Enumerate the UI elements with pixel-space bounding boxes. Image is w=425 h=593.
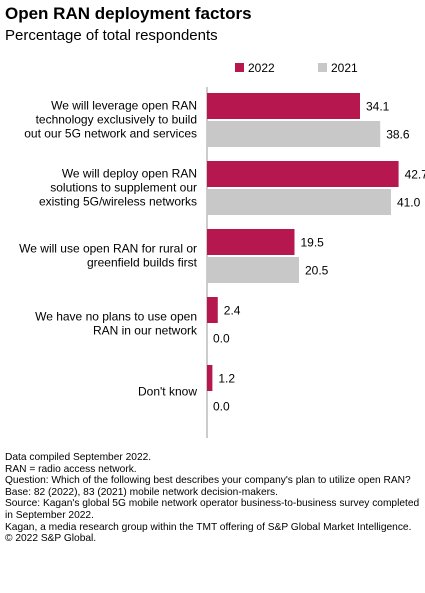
note-source: Source: Kagan's global 5G mobile network… [5,498,420,521]
note-ran-definition: RAN = radio access network. [5,463,137,475]
category-label-line: RAN in our network [93,324,198,338]
value-label-2022-1: 42.7 [405,168,425,182]
value-label-2021-3: 0.0 [213,332,230,346]
category-label-line: greenfield builds first [87,256,198,270]
note-copyright: © 2022 S&P Global. [5,533,97,545]
bar-2022-4 [207,365,213,391]
value-label-2021-4: 0.0 [213,400,230,414]
value-label-2021-0: 38.6 [386,128,410,142]
legend-label-2022: 2022 [248,61,275,75]
category-label-line: out our 5G network and services [24,127,197,141]
note-question: Question: Which of the following best de… [5,475,411,487]
note-kagan: Kagan, a media research group within the… [5,521,412,533]
value-label-2022-4: 1.2 [218,372,235,386]
value-label-2021-1: 41.0 [397,196,421,210]
bar-2021-1 [207,189,391,215]
legend-swatch-2022 [235,63,244,72]
chart-notes: Data compiled September 2022. RAN = radi… [5,452,420,545]
legend-swatch-2021 [318,63,327,72]
category-label-line: We will leverage open RAN [51,99,197,113]
note-compiled: Data compiled September 2022. [5,452,152,463]
note-base: Base: 82 (2022), 83 (2021) mobile networ… [5,486,278,498]
category-label-line: We will deploy open RAN [62,167,197,181]
category-label-line: Don't know [138,385,197,399]
legend-label-2021: 2021 [331,61,358,75]
category-label-3: We have no plans to use open RAN in our n… [35,310,198,338]
chart-title: Open RAN deployment factors [5,4,252,23]
category-label-line: existing 5G/wireless networks [39,195,197,209]
value-label-2021-2: 20.5 [305,264,329,278]
category-label-line: technology exclusively to build [36,113,197,127]
category-label-line: We have no plans to use open [35,310,197,324]
category-label-4: Don't know [138,385,197,399]
bar-2021-0 [207,121,381,147]
category-label-0: We will leverage open RAN technology excl… [24,99,197,141]
category-label-2: We will use open RAN for rural or greenfi… [19,242,198,270]
bar-2021-2 [207,257,299,283]
category-label-1: We will deploy open RAN solutions to supp… [39,167,197,209]
value-label-2022-2: 19.5 [300,236,324,250]
bar-2022-0 [207,93,360,119]
category-label-line: solutions to supplement our [50,181,197,195]
bar-2022-2 [207,229,295,255]
chart-subtitle: Percentage of total respondents [5,27,218,44]
value-label-2022-0: 34.1 [366,100,390,114]
bar-2022-1 [207,161,399,187]
value-label-2022-3: 2.4 [224,304,241,318]
category-label-line: We will use open RAN for rural or [19,242,197,256]
bar-chart: 2022 2021 34.1 38.6 We will leverage open RA… [19,61,425,438]
bar-2022-3 [207,297,218,323]
